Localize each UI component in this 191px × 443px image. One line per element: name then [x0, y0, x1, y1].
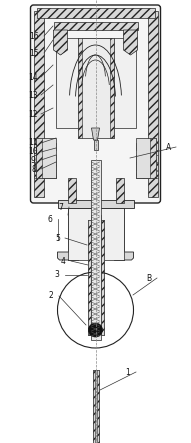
- Bar: [92, 370, 99, 443]
- Bar: [36, 138, 41, 178]
- Bar: [109, 38, 113, 138]
- Text: 2: 2: [48, 291, 53, 300]
- Bar: [92, 370, 95, 443]
- Bar: [78, 38, 82, 138]
- Bar: [91, 160, 100, 340]
- Bar: [33, 163, 56, 170]
- Bar: [135, 143, 158, 150]
- Bar: [91, 215, 100, 230]
- Polygon shape: [113, 252, 134, 260]
- Text: 14: 14: [29, 73, 38, 82]
- Text: 16: 16: [30, 32, 39, 41]
- Bar: [33, 155, 56, 162]
- Polygon shape: [124, 30, 138, 55]
- Bar: [53, 22, 138, 30]
- Bar: [135, 138, 155, 178]
- Text: 11: 11: [29, 138, 38, 147]
- Bar: [96, 370, 99, 443]
- Text: 7: 7: [59, 203, 64, 212]
- Text: 13: 13: [29, 91, 38, 100]
- Bar: [100, 220, 104, 335]
- Bar: [116, 178, 124, 203]
- Text: 9: 9: [31, 156, 36, 165]
- Bar: [135, 155, 158, 162]
- Bar: [33, 143, 56, 150]
- Text: 4: 4: [61, 257, 66, 266]
- Text: 6: 6: [47, 215, 52, 224]
- Bar: [67, 205, 78, 260]
- Text: 3: 3: [55, 270, 60, 279]
- Polygon shape: [57, 252, 78, 260]
- Bar: [150, 138, 155, 178]
- Bar: [67, 178, 75, 203]
- Bar: [94, 140, 97, 150]
- Bar: [135, 163, 158, 170]
- Text: 15: 15: [30, 49, 39, 58]
- Polygon shape: [53, 30, 67, 55]
- Bar: [36, 138, 56, 178]
- Bar: [87, 220, 91, 335]
- Text: A: A: [165, 143, 171, 152]
- Bar: [87, 220, 104, 335]
- Bar: [147, 11, 158, 197]
- Bar: [67, 208, 124, 260]
- Bar: [33, 11, 44, 197]
- Circle shape: [88, 323, 103, 337]
- Text: 12: 12: [29, 110, 38, 119]
- Polygon shape: [91, 128, 100, 140]
- Bar: [135, 171, 158, 178]
- Text: 1: 1: [126, 368, 130, 377]
- Bar: [36, 8, 155, 18]
- Bar: [91, 230, 100, 335]
- Text: 10: 10: [29, 147, 38, 156]
- Bar: [57, 200, 134, 208]
- Text: 8: 8: [31, 165, 36, 174]
- Bar: [78, 38, 113, 138]
- Bar: [113, 205, 124, 260]
- Bar: [33, 171, 56, 178]
- FancyBboxPatch shape: [31, 5, 160, 203]
- Text: 5: 5: [55, 234, 60, 243]
- Bar: [56, 38, 135, 128]
- Text: B: B: [146, 274, 151, 283]
